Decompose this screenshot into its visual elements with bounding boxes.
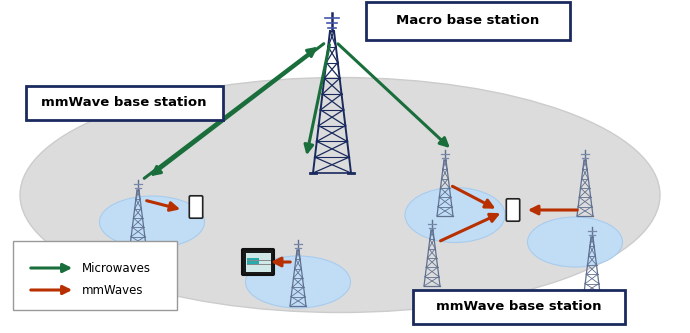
Text: Macro base station: Macro base station xyxy=(396,15,540,28)
FancyBboxPatch shape xyxy=(26,86,223,120)
Ellipse shape xyxy=(99,196,204,248)
Bar xyxy=(246,258,259,265)
Text: mmWave base station: mmWave base station xyxy=(436,300,602,313)
FancyBboxPatch shape xyxy=(413,290,625,324)
Text: mmWave base station: mmWave base station xyxy=(41,97,207,110)
Text: Microwaves: Microwaves xyxy=(82,261,151,274)
Text: mmWaves: mmWaves xyxy=(82,283,144,296)
Ellipse shape xyxy=(405,187,505,242)
FancyBboxPatch shape xyxy=(13,241,177,310)
Ellipse shape xyxy=(20,78,660,312)
FancyBboxPatch shape xyxy=(189,196,203,218)
Ellipse shape xyxy=(527,217,622,267)
FancyBboxPatch shape xyxy=(506,199,520,221)
Bar xyxy=(246,252,270,271)
FancyBboxPatch shape xyxy=(242,249,274,275)
Ellipse shape xyxy=(246,256,351,308)
FancyBboxPatch shape xyxy=(366,2,570,40)
